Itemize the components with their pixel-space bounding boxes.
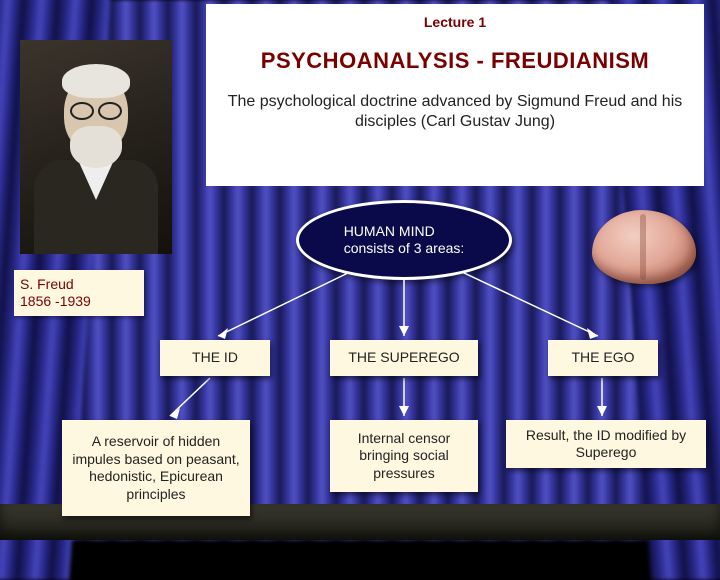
superego-label: THE SUPEREGO [330,340,478,376]
superego-desc: Internal censor bringing social pressure… [330,420,478,492]
id-desc: A reservoir of hidden impules based on p… [62,420,250,516]
id-label: THE ID [160,340,270,376]
ego-desc: Result, the ID modified by Superego [506,420,706,468]
ego-label: THE EGO [548,340,658,376]
